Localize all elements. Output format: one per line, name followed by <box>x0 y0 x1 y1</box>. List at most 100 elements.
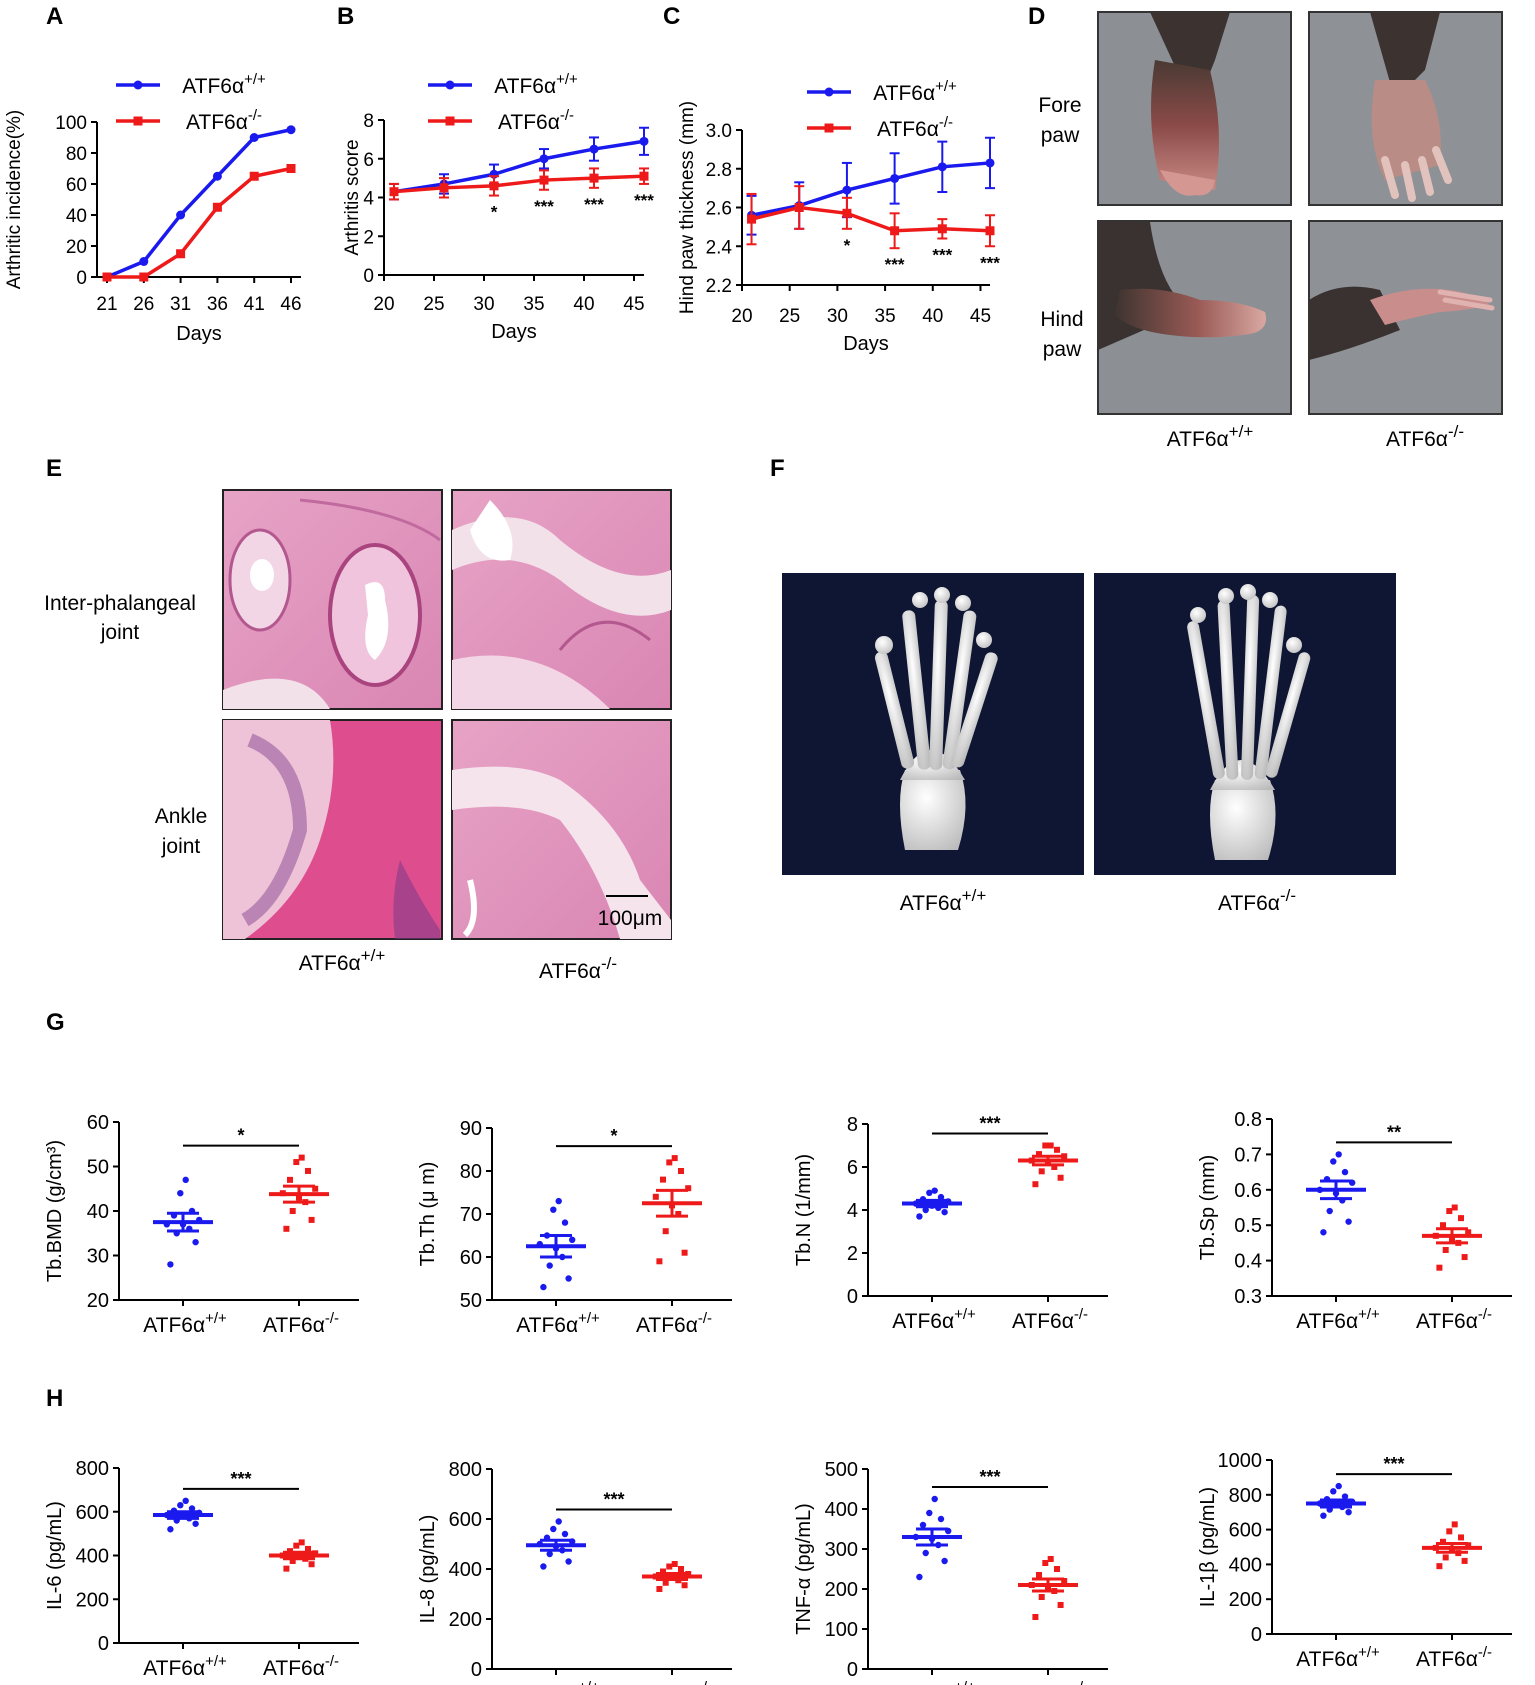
data-point <box>656 1586 663 1592</box>
x-tick-label-base: ATF6α <box>516 1683 578 1685</box>
data-point <box>660 1176 666 1183</box>
data-point <box>1341 1168 1349 1176</box>
data-point <box>212 202 222 212</box>
data-point <box>1446 1528 1453 1535</box>
significance-mark: * <box>844 236 851 255</box>
photo-fore-paw-wt <box>1097 11 1292 206</box>
y-tick-label: 100 <box>825 1619 858 1641</box>
series-line-0 <box>393 139 645 194</box>
legend-label-sup: +/+ <box>244 71 266 88</box>
y-tick-label: 200 <box>76 1589 109 1611</box>
x-tick-label-base: ATF6α <box>1416 1648 1478 1671</box>
f-genotype-wt: ATF6α+/+ <box>900 886 987 915</box>
x-tick-label: ATF6α+/+ <box>892 1679 976 1685</box>
data-point <box>212 171 222 181</box>
x-tick-label: ATF6α-/- <box>263 1310 339 1337</box>
legend-label-sup: -/- <box>560 107 574 124</box>
x-tick-label: ATF6α+/+ <box>143 1653 227 1680</box>
x-tick-label: ATF6α-/- <box>1012 1679 1088 1685</box>
y-tick-label: 600 <box>1229 1520 1262 1542</box>
data-point <box>666 1563 673 1570</box>
data-point <box>1341 1493 1349 1500</box>
x-tick-label-sup: +/+ <box>954 1306 976 1323</box>
y-tick-label: 4 <box>363 189 374 210</box>
data-point <box>916 1213 923 1220</box>
data-point <box>182 1176 189 1184</box>
legend-label-base: ATF6α <box>494 75 556 98</box>
x-tick-label: 45 <box>970 306 991 327</box>
significance-mark: *** <box>1383 1454 1404 1474</box>
data-point <box>293 1542 300 1549</box>
d-genotype-wt: ATF6α+/+ <box>1167 422 1254 451</box>
x-tick-label: ATF6α+/+ <box>1296 1644 1380 1671</box>
data-point <box>652 1193 659 1200</box>
y-tick-label: 2.2 <box>706 276 732 297</box>
data-point <box>298 1154 305 1161</box>
data-point <box>660 1568 666 1575</box>
data-point <box>685 1571 692 1577</box>
panel-e-histology: Inter-phalangeal joint Ankle joint <box>44 489 672 983</box>
legend-label-base: ATF6α <box>182 75 244 98</box>
e-row2-label-2: joint <box>161 835 201 858</box>
legend-label-base: ATF6α <box>877 118 939 141</box>
y-tick-label: 0 <box>1251 1624 1262 1646</box>
y-axis-label: Tb.Th (μ m) <box>417 1162 439 1267</box>
legend-label-sup: +/+ <box>556 71 578 88</box>
photo-hind-paw-wt <box>1097 220 1292 415</box>
data-point <box>555 1197 562 1205</box>
data-point <box>540 1563 547 1570</box>
x-tick-label-base: ATF6α <box>1296 1648 1358 1671</box>
data-point <box>941 1557 948 1565</box>
legend-label: ATF6α+/+ <box>494 71 578 98</box>
data-point <box>286 125 296 135</box>
significance-mark: *** <box>634 191 654 210</box>
x-tick-label: ATF6α+/+ <box>516 1310 600 1337</box>
x-tick-label-base: ATF6α <box>1416 1310 1478 1333</box>
data-point <box>1451 1521 1458 1528</box>
chart-b: 0 2 4 6 8 20 25 30 35 40 45 Days Arthritis score ATF6… <box>342 71 654 343</box>
legend-label-sup: -/- <box>248 107 262 124</box>
y-tick-label: 0 <box>847 1659 858 1681</box>
y-tick-label: 70 <box>460 1204 482 1226</box>
y-tick-label: 2 <box>363 227 374 248</box>
y-tick-label: 0 <box>98 1633 109 1655</box>
data-point <box>177 1501 184 1509</box>
y-tick-label: 50 <box>87 1157 109 1179</box>
data-point <box>1446 1208 1453 1215</box>
data-point <box>922 1206 929 1214</box>
data-point <box>1032 1614 1039 1620</box>
x-tick-label-sup: -/- <box>1074 1679 1088 1685</box>
chart-c: 2.2 2.4 2.6 2.8 3.0 20 25 30 35 40 45 Days Hind paw … <box>677 78 1000 355</box>
data-point <box>312 1550 319 1557</box>
legend-label: ATF6α+/+ <box>873 78 957 105</box>
d-fore-label-2: paw <box>1041 124 1080 147</box>
y-axis-label: Tb.N (1/mm) <box>793 1154 815 1266</box>
data-point <box>1061 1153 1068 1160</box>
data-point <box>550 1525 557 1533</box>
legend-marker <box>824 123 834 133</box>
data-point <box>1061 1578 1068 1584</box>
data-point <box>1345 1509 1352 1516</box>
data-point <box>249 171 259 181</box>
data-point <box>565 1558 572 1565</box>
y-axis-label: TNF-α (pg/mL) <box>793 1503 815 1635</box>
data-point <box>1330 1488 1337 1495</box>
x-tick-label: 46 <box>280 294 301 315</box>
legend-marker <box>445 80 455 90</box>
y-tick-label: 300 <box>825 1539 858 1561</box>
data-point <box>561 1219 569 1226</box>
data-point <box>1436 1264 1443 1271</box>
x-tick-label: ATF6α-/- <box>1416 1306 1492 1333</box>
panel-letter-g: G <box>46 1009 65 1036</box>
series-line-1 <box>107 166 292 279</box>
data-point <box>941 1208 948 1216</box>
y-tick-label: 0 <box>76 268 87 289</box>
x-tick-label-sup: +/+ <box>954 1679 976 1685</box>
y-tick-label: 6 <box>363 150 374 171</box>
x-tick-label: 41 <box>244 294 265 315</box>
y-tick-label: 600 <box>76 1502 109 1524</box>
panel-f-microct: ATF6α+/+ ATF6α-/- <box>782 573 1396 915</box>
